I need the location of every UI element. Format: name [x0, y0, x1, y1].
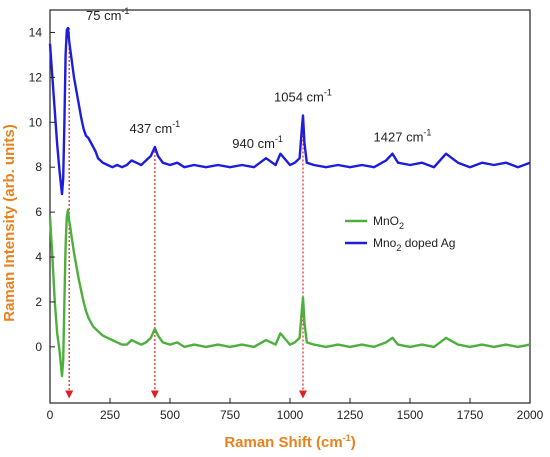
guide-arrow: [298, 390, 307, 399]
x-axis-title: Raman Shift (cm-1): [224, 433, 355, 451]
y-tick-label: 4: [35, 250, 42, 264]
series-mno2-doped-ag-line: [48, 26, 531, 196]
legend-label: MnO2: [373, 214, 404, 231]
x-tick-label: 500: [160, 408, 180, 422]
y-tick-label: 12: [29, 70, 43, 84]
peak-label: 1427 cm-1: [374, 128, 432, 145]
peak-label: 437 cm-1: [130, 119, 181, 136]
x-tick-label: 750: [220, 408, 240, 422]
y-axis-title: Raman Intensity (arb. units): [1, 124, 18, 322]
x-tick-label: 0: [47, 408, 54, 422]
series-layer: [48, 26, 531, 378]
x-tick-label: 1750: [457, 408, 484, 422]
x-tick-label: 1000: [277, 408, 304, 422]
y-tick-label: 10: [29, 115, 43, 129]
peak-label: 940 cm-1: [232, 134, 283, 151]
x-tick-label: 2000: [517, 408, 544, 422]
y-tick-label: 14: [29, 25, 43, 39]
peak-label: 1054 cm-1: [274, 88, 332, 105]
y-tick-label: 8: [35, 160, 42, 174]
guide-arrow: [65, 390, 74, 399]
legend-label: Mno2 doped Ag: [373, 236, 455, 253]
x-tick-label: 1250: [337, 408, 364, 422]
axes: 0 250 500 750 1000 1250 1500 1750 2000 0 2 4 6 8 10 12 1…: [29, 25, 544, 422]
y-tick-label: 2: [35, 295, 42, 309]
y-tick-label: 6: [35, 205, 42, 219]
guide-arrow: [150, 390, 159, 399]
legend: MnO2 Mno2 doped Ag: [345, 214, 455, 253]
peak-annotations: 75 cm-1 437 cm-1 940 cm-1 1054 cm-1 1427 cm-…: [86, 6, 431, 151]
guide-lines: [65, 27, 307, 399]
x-tick-label: 1500: [397, 408, 424, 422]
peak-label: 75 cm-1: [86, 6, 129, 23]
series-mno2-line: [48, 208, 531, 378]
x-tick-label: 250: [100, 408, 120, 422]
y-tick-label: 0: [35, 340, 42, 354]
